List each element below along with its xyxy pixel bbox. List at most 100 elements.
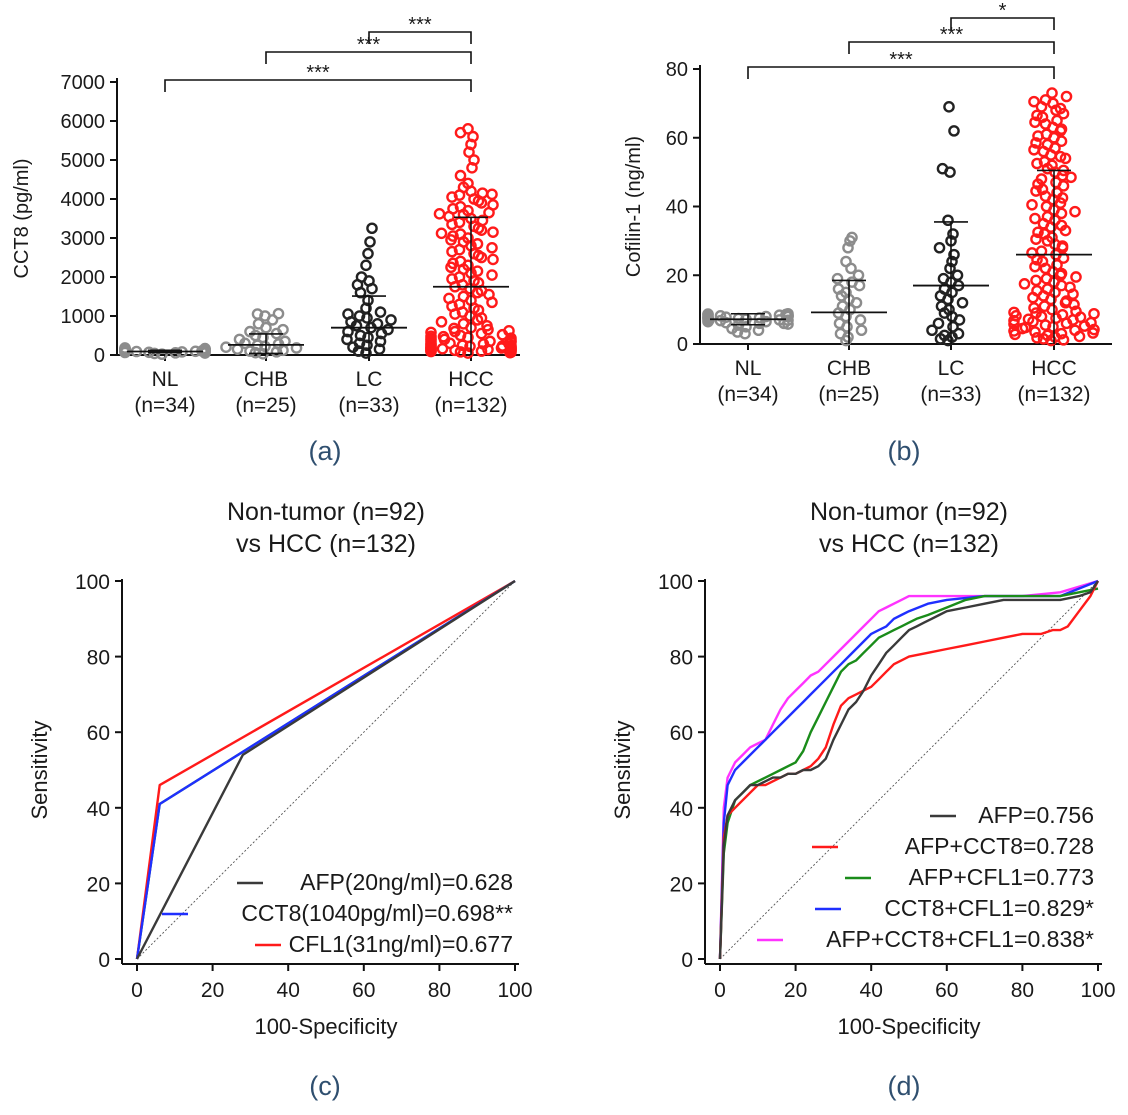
legend-label: CCT8+CFL1=0.829* <box>884 895 1094 921</box>
data-point <box>1055 327 1068 340</box>
data-point <box>448 322 460 335</box>
data-point <box>503 325 515 337</box>
data-point <box>486 188 498 201</box>
y-tick-label: 0 <box>94 345 105 367</box>
significance-label: *** <box>940 24 964 46</box>
panel-label-b: (b) <box>888 436 921 466</box>
data-point <box>936 162 949 175</box>
data-point <box>361 339 373 352</box>
data-point <box>947 228 959 240</box>
data-point <box>1032 178 1044 190</box>
data-point <box>199 347 211 359</box>
x-tick-label: 100 <box>1080 979 1115 1002</box>
data-point <box>840 255 852 268</box>
data-point <box>740 321 752 333</box>
reference-diagonal <box>136 580 516 960</box>
x-tick-label: 20 <box>201 979 224 1002</box>
data-point <box>290 342 303 354</box>
data-point <box>1057 334 1070 346</box>
data-point <box>472 249 485 262</box>
data-point <box>119 346 131 359</box>
y-tick-label: 60 <box>670 722 693 745</box>
data-point <box>1060 90 1073 103</box>
y-tick-label: 20 <box>87 873 110 896</box>
chart-subtitle: vs HCC (n=132) <box>819 530 999 558</box>
data-point <box>425 342 437 354</box>
y-tick-label: 20 <box>670 873 693 896</box>
data-point <box>1026 247 1038 259</box>
data-point <box>782 318 794 330</box>
data-point <box>1055 267 1068 280</box>
x-tick-label: NL <box>152 368 179 391</box>
data-point <box>471 238 484 250</box>
data-point <box>366 222 378 235</box>
significance-bracket <box>848 41 1055 54</box>
data-point <box>257 331 269 344</box>
data-point <box>1031 332 1043 344</box>
data-point <box>702 311 714 323</box>
data-point <box>1056 308 1069 321</box>
data-point <box>1030 274 1042 287</box>
data-point <box>942 214 954 227</box>
data-point <box>360 347 372 359</box>
data-point <box>486 269 498 281</box>
data-point <box>446 191 458 203</box>
data-point <box>457 290 470 303</box>
data-point <box>926 324 938 337</box>
roc-curve <box>718 580 1100 960</box>
y-tick-label: 0 <box>98 949 110 972</box>
data-point <box>199 343 211 355</box>
y-axis-label: Sensitivity <box>610 720 635 819</box>
data-point <box>937 272 950 285</box>
data-point <box>1070 271 1082 283</box>
data-point <box>447 230 459 242</box>
data-point <box>373 343 386 355</box>
y-tick-label: 40 <box>87 798 110 821</box>
data-point <box>1073 330 1086 343</box>
data-point <box>1046 87 1058 99</box>
data-point <box>362 247 374 260</box>
data-point <box>846 231 858 244</box>
significance-bracket <box>368 31 472 44</box>
panel-b-scatter: 0 20 40 60 80 Cofilin-1 (ng/ml) NL (n=34) CHB (n=… <box>623 0 1112 406</box>
data-point <box>476 187 489 199</box>
data-point <box>486 241 498 254</box>
data-point <box>244 325 256 338</box>
data-point <box>1029 326 1041 338</box>
y-tick-label: 100 <box>75 571 110 594</box>
data-point <box>385 314 397 326</box>
data-point <box>454 126 467 139</box>
data-point <box>1074 311 1087 323</box>
data-point <box>454 200 467 213</box>
data-point <box>1060 295 1073 307</box>
y-tick-label: 7000 <box>61 72 106 94</box>
data-point <box>1029 116 1041 129</box>
data-point <box>220 341 232 354</box>
data-point <box>1028 143 1040 156</box>
data-point <box>760 310 772 323</box>
y-tick-label: 80 <box>670 647 693 670</box>
data-point <box>944 262 956 275</box>
data-point <box>279 335 291 348</box>
data-point <box>720 316 732 329</box>
data-point <box>467 130 479 143</box>
data-point <box>1055 123 1068 135</box>
data-point <box>353 337 366 350</box>
data-point <box>454 169 467 182</box>
data-point <box>1030 137 1042 149</box>
data-point <box>487 253 499 266</box>
data-point <box>1032 130 1044 142</box>
x-tick-label: 60 <box>352 979 375 1002</box>
data-point <box>360 259 372 272</box>
data-point <box>433 208 446 220</box>
y-tick-label: 0 <box>681 949 693 972</box>
data-point <box>951 269 964 282</box>
significance-bracket <box>950 17 1055 30</box>
data-point <box>1054 150 1067 163</box>
data-point <box>842 241 854 254</box>
panel-c-roc: Non-tumor (n=92) vs HCC (n=132) 0 20 40 60 80 1… <box>27 498 533 1039</box>
x-tick-label-n: (n=25) <box>235 394 296 417</box>
x-tick-label-n: (n=132) <box>1018 383 1091 406</box>
data-point <box>487 226 499 238</box>
y-tick-label: 1000 <box>61 306 106 328</box>
